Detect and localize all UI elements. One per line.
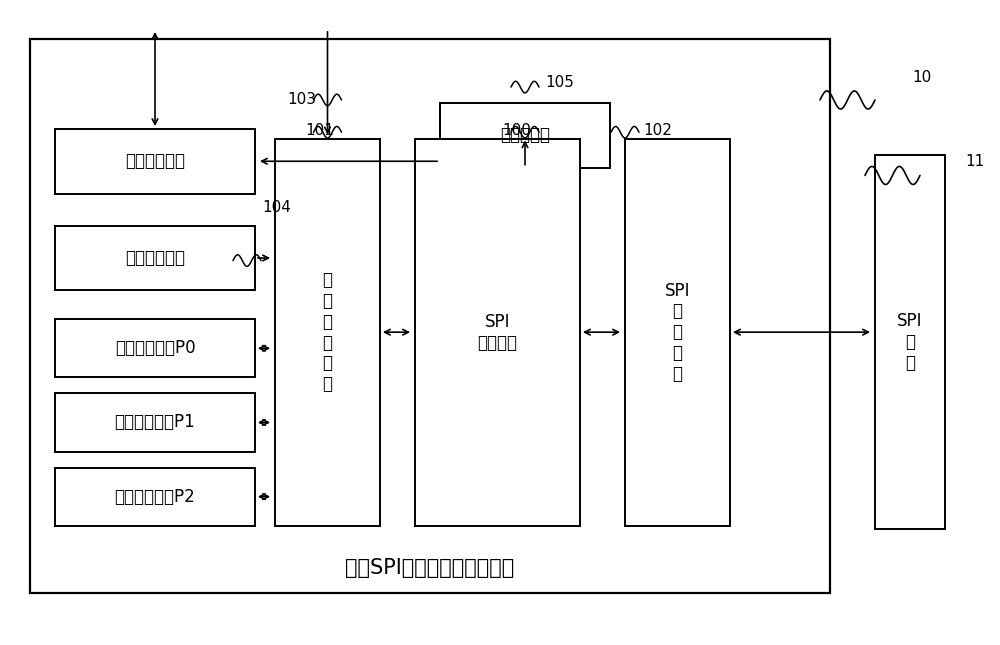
Bar (275, 139, 380, 526)
Bar (55, 468, 255, 526)
Text: 系统请求模块: 系统请求模块 (125, 249, 185, 267)
Text: 总线主机接口: 总线主机接口 (125, 152, 185, 170)
Text: 基于SPI的数据传输加速装置: 基于SPI的数据传输加速装置 (345, 557, 515, 578)
Bar (30, 39, 830, 593)
Bar (875, 155, 945, 529)
Text: 104: 104 (262, 200, 291, 215)
Text: 专用请求接口P1: 专用请求接口P1 (115, 413, 195, 432)
Bar (415, 139, 580, 526)
Text: 10: 10 (912, 70, 931, 85)
Text: SPI
控制模块: SPI 控制模块 (478, 313, 518, 352)
Bar (625, 139, 730, 526)
Bar (55, 393, 255, 452)
Bar (440, 103, 610, 168)
Bar (55, 226, 255, 290)
Text: 专用请求接口P0: 专用请求接口P0 (115, 339, 195, 357)
Text: 101: 101 (305, 123, 334, 138)
Text: SPI
接
口: SPI 接 口 (897, 312, 923, 372)
Text: 100: 100 (502, 123, 531, 138)
Text: 11: 11 (965, 154, 984, 169)
Text: SPI
交
互
接
口: SPI 交 互 接 口 (665, 282, 690, 382)
Text: 102: 102 (643, 123, 672, 138)
Text: 专用请求接口P2: 专用请求接口P2 (115, 488, 195, 506)
Text: 寄存器模块: 寄存器模块 (500, 126, 550, 144)
Text: 103: 103 (287, 92, 316, 108)
Text: 请
求
仲
裁
模
块: 请 求 仲 裁 模 块 (322, 271, 332, 393)
Bar (55, 129, 255, 194)
Text: 105: 105 (545, 75, 574, 90)
Bar (55, 319, 255, 377)
